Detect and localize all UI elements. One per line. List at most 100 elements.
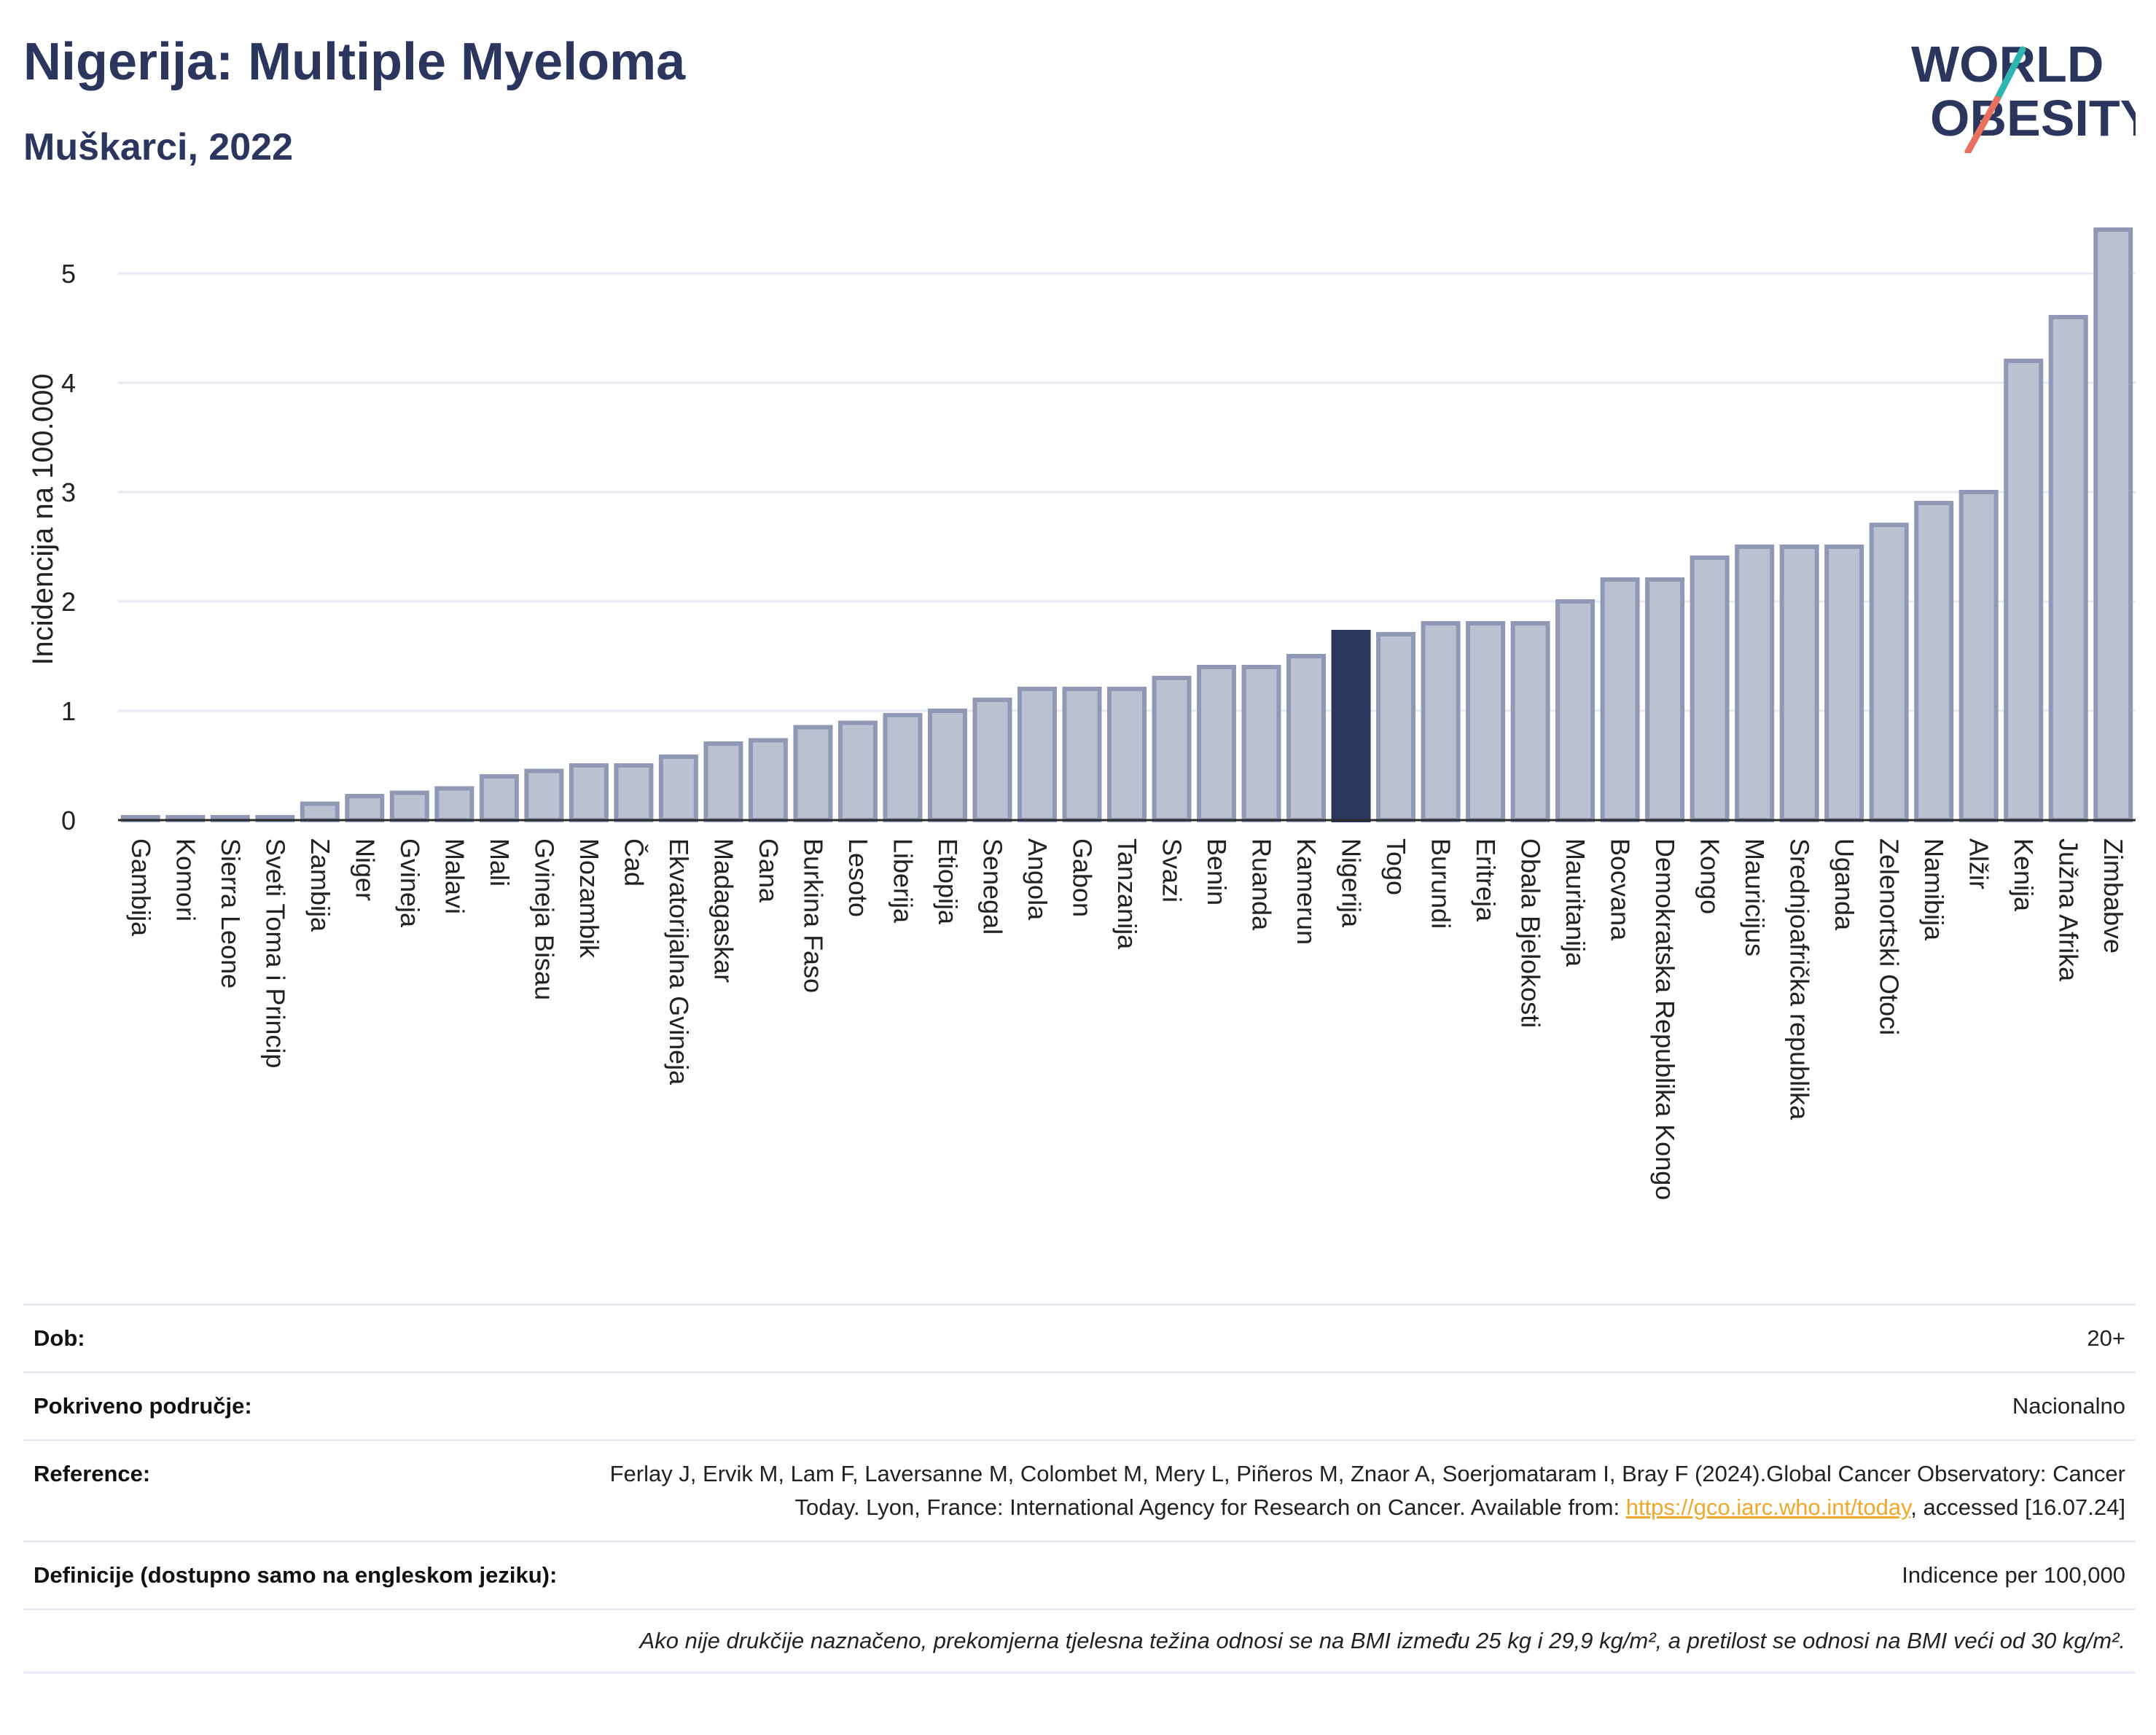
x-tick-label: Namibija xyxy=(1919,838,1949,941)
y-axis-label: Incidencija na 100.000 xyxy=(27,373,59,665)
bar xyxy=(1241,665,1281,822)
bar xyxy=(1600,577,1640,822)
x-tick-label: Mauritanija xyxy=(1561,838,1590,967)
x-tick-label: Zambija xyxy=(305,838,335,932)
x-tick-label: Eritreja xyxy=(1471,838,1501,922)
coverage-value: Nacionalno xyxy=(2012,1393,2125,1419)
bar xyxy=(1914,501,1954,822)
bar xyxy=(1735,545,1775,822)
bars xyxy=(120,227,2133,822)
x-tick-label: Malavi xyxy=(440,838,469,914)
info-row-reference: Reference: Ferlay J, Ervik M, Lam F, Lav… xyxy=(23,1439,2136,1540)
x-tick-label: Južna Afrika xyxy=(2054,838,2084,982)
reference-label: Reference: xyxy=(34,1461,151,1486)
definitions-label: Definicije (dostupno samo na engleskom j… xyxy=(34,1562,558,1588)
x-tick-label: Angola xyxy=(1023,838,1052,921)
info-row-coverage: Pokriveno područje: Nacionalno xyxy=(23,1371,2136,1439)
bar xyxy=(1152,676,1192,822)
x-tick-label: Srednjoafrička republika xyxy=(1785,838,1815,1120)
x-tick-label: Sierra Leone xyxy=(216,838,246,989)
reference-text: Ferlay J, Ervik M, Lam F, Laversanne M, … xyxy=(609,1461,2125,1520)
bar xyxy=(1197,665,1237,822)
bar xyxy=(1779,545,1819,822)
y-tick-label: 1 xyxy=(61,696,76,726)
x-tick-label: Gambija xyxy=(126,838,156,937)
bar xyxy=(389,790,429,822)
y-tick-label: 3 xyxy=(61,477,76,507)
x-tick-label: Zimbabve xyxy=(2098,838,2128,954)
logo-line2: OBESITY xyxy=(1930,90,2136,147)
bar xyxy=(1645,577,1685,822)
bar xyxy=(345,794,385,822)
bar xyxy=(1869,523,1909,822)
x-tick-label: Uganda xyxy=(1829,838,1859,931)
bar-highlight xyxy=(1331,630,1371,822)
y-tick-label: 0 xyxy=(61,806,76,835)
bar xyxy=(1017,687,1057,822)
x-tick-label: Ruanda xyxy=(1247,838,1277,931)
bar xyxy=(1062,687,1102,822)
bar xyxy=(1376,632,1416,822)
bar xyxy=(434,786,474,822)
bar xyxy=(883,713,923,822)
x-tick-label: Svazi xyxy=(1157,838,1187,902)
bar xyxy=(972,698,1012,822)
x-axis-labels: Gambija Komori Sierra Leone Sveti Toma i Pr… xyxy=(126,838,2128,1200)
y-axis-ticks: 0 1 2 3 4 5 xyxy=(61,259,76,835)
info-table: Dob: 20+ Pokriveno područje: Nacionalno … xyxy=(23,1303,2136,1674)
world-obesity-logo: WORLD OBESITY xyxy=(1911,36,2136,153)
x-tick-label: Gabon xyxy=(1067,838,1097,917)
bar-chart: Gambija Komori Sierra Leone Sveti Toma i Pr… xyxy=(27,227,2136,1200)
info-row-definitions: Definicije (dostupno samo na engleskom j… xyxy=(23,1540,2136,1608)
bar xyxy=(2048,315,2088,822)
bar xyxy=(1555,599,1595,822)
x-tick-label: Gvineja xyxy=(395,838,425,928)
x-tick-label: Mauricijus xyxy=(1740,838,1770,956)
x-tick-label: Kongo xyxy=(1695,838,1725,914)
x-tick-label: Liberija xyxy=(888,838,918,924)
x-tick-label: Togo xyxy=(1381,838,1411,895)
chart-title: Nigerija: Multiple Myeloma xyxy=(23,33,686,91)
x-tick-label: Gana xyxy=(754,838,784,903)
x-tick-label: Etiopija xyxy=(933,838,963,925)
x-tick-label: Kenija xyxy=(2009,838,2039,912)
reference-link[interactable]: https://gco.iarc.who.int/today xyxy=(1625,1494,1911,1520)
bar xyxy=(1107,687,1147,822)
bar xyxy=(2093,227,2133,822)
x-tick-label: Gvineja Bisau xyxy=(529,838,559,1000)
x-tick-label: Niger xyxy=(350,838,380,901)
bar xyxy=(1824,545,1864,822)
x-tick-label: Mali xyxy=(485,838,515,886)
x-tick-label: Mozambik xyxy=(574,838,604,959)
x-tick-label: Bocvana xyxy=(1606,838,1636,941)
x-tick-label: Ekvatorijalna Gvineja xyxy=(664,838,694,1085)
x-tick-label: Obala Bjelokosti xyxy=(1516,838,1546,1028)
logo-slash-coral xyxy=(1964,95,2001,153)
bar xyxy=(1286,654,1327,822)
x-tick-label: Alžir xyxy=(1964,838,1994,889)
bar xyxy=(479,774,519,822)
bar xyxy=(300,801,340,822)
x-tick-label: Kamerun xyxy=(1292,838,1321,945)
definitions-value: Indicence per 100,000 xyxy=(1902,1562,2125,1588)
age-label: Dob: xyxy=(34,1325,85,1351)
footnote: Ako nije drukčije naznačeno, prekomjerna… xyxy=(23,1608,2136,1674)
x-tick-label: Tanzanija xyxy=(1112,838,1142,950)
bar xyxy=(1958,490,1999,822)
x-tick-label: Benin xyxy=(1202,838,1232,905)
bar xyxy=(1421,621,1461,822)
bar xyxy=(793,725,833,822)
x-tick-label: Senegal xyxy=(977,838,1007,935)
bar xyxy=(569,763,609,822)
bar xyxy=(614,763,654,822)
bar xyxy=(748,738,788,822)
x-tick-label: Demokratska Republika Kongo xyxy=(1650,838,1680,1200)
age-value: 20+ xyxy=(2087,1325,2125,1351)
x-tick-label: Nigerija xyxy=(1337,838,1367,928)
bar xyxy=(703,741,743,822)
bar xyxy=(1466,621,1506,822)
bar xyxy=(658,755,698,822)
reference-value: Ferlay J, Ervik M, Lam F, Laversanne M, … xyxy=(595,1457,2125,1524)
x-tick-label: Čad xyxy=(619,838,649,886)
coverage-label: Pokriveno područje: xyxy=(34,1393,252,1419)
